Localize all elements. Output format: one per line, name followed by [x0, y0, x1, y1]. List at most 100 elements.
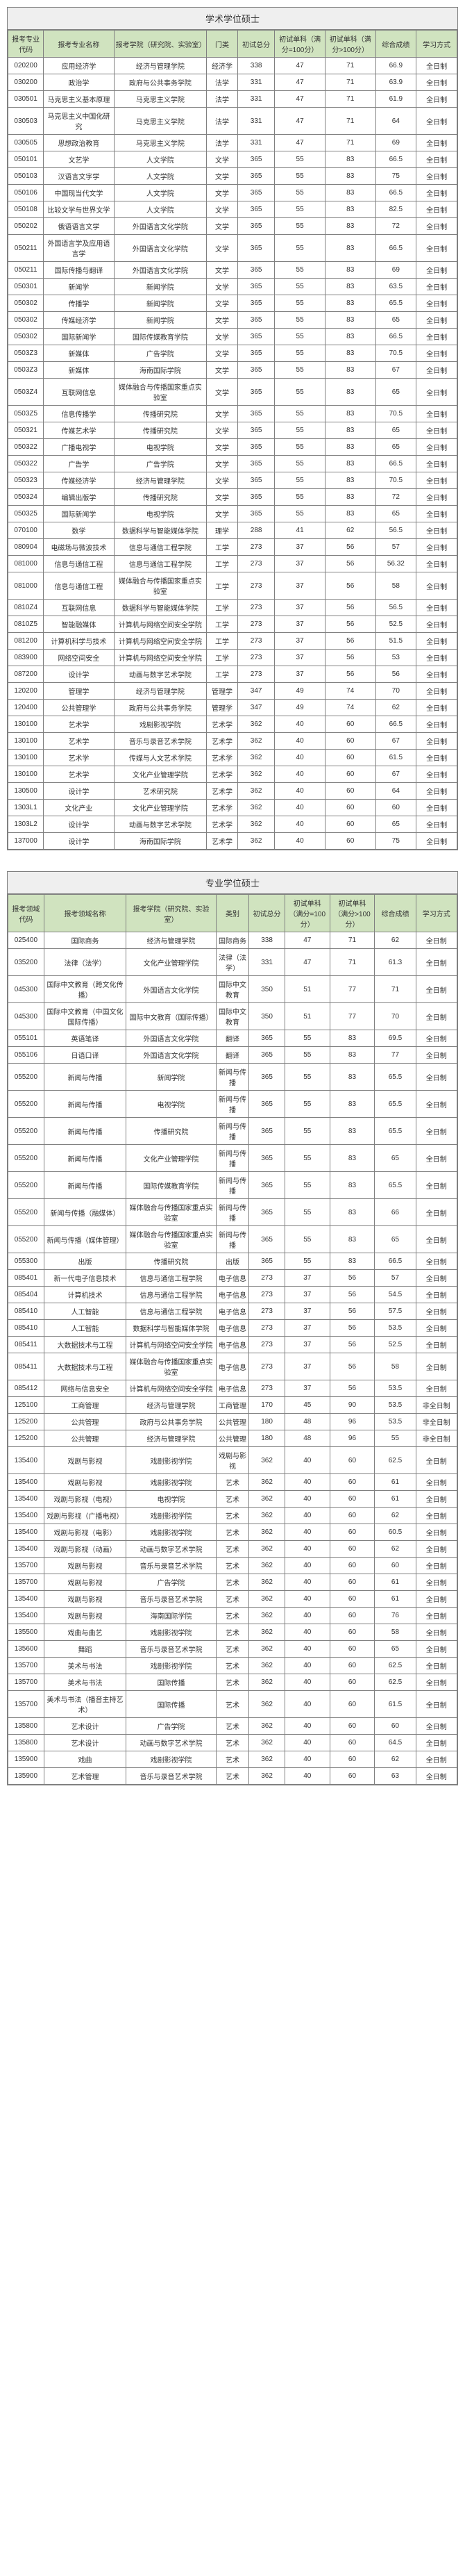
table-cell: 数据科学与智能媒体学院: [126, 1320, 216, 1337]
table-cell: 55: [275, 379, 326, 406]
table-cell: 62.5: [375, 1674, 416, 1691]
table-cell: 83: [325, 168, 375, 185]
table-cell: 全日制: [416, 1574, 457, 1591]
table-row: 085410人工智能数据科学与智能媒体学院电子信息273375653.5全日制: [8, 1320, 457, 1337]
table-cell: 56: [330, 1270, 375, 1287]
table-cell: 365: [237, 185, 274, 201]
table-row: 135500戏曲与曲艺戏剧影视学院艺术362406058全日制: [8, 1624, 457, 1641]
table-cell: 艺术学: [207, 766, 238, 783]
table-cell: 60: [330, 1751, 375, 1768]
table-row: 030505思想政治教育马克思主义学院法学331477169全日制: [8, 135, 457, 151]
table-cell: 电子信息: [216, 1320, 248, 1337]
table-cell: 文学: [207, 279, 238, 295]
table-cell: 全日制: [416, 949, 457, 976]
table-cell: 273: [237, 616, 274, 633]
table-cell: 传媒艺术学: [44, 422, 114, 439]
table-cell: 55: [285, 1047, 330, 1064]
table-cell: 计算机与网络空间安全学院: [126, 1337, 216, 1353]
table-cell: 273: [249, 1353, 285, 1380]
table-cell: 戏剧与影视: [44, 1447, 126, 1474]
table-cell: 135700: [8, 1674, 44, 1691]
table-row: 0503Z5信息传播学传播研究院文学365558370.5全日制: [8, 406, 457, 422]
table-cell: 347: [237, 683, 274, 700]
table-cell: 40: [285, 1491, 330, 1508]
table-cell: 050108: [8, 201, 44, 218]
table-cell: 081200: [8, 633, 44, 650]
table-cell: 055200: [8, 1226, 44, 1253]
table-cell: 273: [249, 1320, 285, 1337]
table-cell: 273: [249, 1337, 285, 1353]
table-cell: 83: [325, 362, 375, 379]
table-cell: 戏剧与影视（广播电视）: [44, 1508, 126, 1524]
table-cell: 国际中文教育（国际传播）: [126, 1003, 216, 1030]
table-cell: 130100: [8, 716, 44, 733]
table-cell: 56: [330, 1287, 375, 1303]
table-cell: 085412: [8, 1380, 44, 1397]
table-cell: 数学: [44, 522, 114, 539]
table-cell: 331: [237, 135, 274, 151]
table-cell: 63.5: [375, 279, 416, 295]
table-row: 050321传媒艺术学传播研究院文学365558365全日制: [8, 422, 457, 439]
table-cell: 47: [275, 135, 326, 151]
table-cell: 55: [275, 235, 326, 262]
table-cell: 087200: [8, 666, 44, 683]
table-cell: 56: [330, 1380, 375, 1397]
table-row: 055200新闻与传播电视学院新闻与传播365558365.5全日制: [8, 1091, 457, 1118]
table-cell: 艺术: [216, 1735, 248, 1751]
academic-table: 报考专业代码报考专业名称报考学院（研究院、实验室）门类初试总分初试单科（满分=1…: [8, 30, 457, 850]
table-cell: 362: [249, 1768, 285, 1785]
table-cell: 49: [275, 700, 326, 716]
table-cell: 全日制: [416, 1718, 457, 1735]
table-cell: 全日制: [416, 295, 457, 312]
table-cell: 全日制: [416, 716, 457, 733]
table-cell: 数据科学与智能媒体学院: [114, 522, 206, 539]
table-cell: 055300: [8, 1253, 44, 1270]
table-row: 0503Z3新媒体广告学院文学365558370.5全日制: [8, 345, 457, 362]
table-cell: 365: [249, 1047, 285, 1064]
table1-header-cell: 报考专业代码: [8, 31, 44, 58]
academic-header-row: 报考专业代码报考专业名称报考学院（研究院、实验室）门类初试总分初试单科（满分=1…: [8, 31, 457, 58]
table-row: 135700美术与书法（播音主持艺术）国际传播艺术362406061.5全日制: [8, 1691, 457, 1718]
table-cell: 文学: [207, 201, 238, 218]
table-cell: 人文学院: [114, 151, 206, 168]
table-cell: 055101: [8, 1030, 44, 1047]
table-cell: 全日制: [416, 345, 457, 362]
table-cell: 081000: [8, 556, 44, 572]
table-cell: 全日制: [416, 279, 457, 295]
table-cell: 全日制: [416, 1320, 457, 1337]
table-cell: 57: [375, 539, 416, 556]
table-cell: 全日制: [416, 1253, 457, 1270]
table-cell: 0503Z3: [8, 362, 44, 379]
table-cell: 全日制: [416, 1591, 457, 1608]
table-cell: 戏曲与曲艺: [44, 1624, 126, 1641]
table-cell: 外国语言文化学院: [126, 1047, 216, 1064]
table-cell: 全日制: [416, 932, 457, 949]
table-cell: 新闻与传播: [216, 1172, 248, 1199]
table-cell: 音乐与录音艺术学院: [126, 1768, 216, 1785]
table-row: 135800艺术设计动画与数字艺术学院艺术362406064.5全日制: [8, 1735, 457, 1751]
table-cell: 76: [375, 1608, 416, 1624]
table-cell: 文学: [207, 379, 238, 406]
table-cell: 互联网信息: [44, 379, 114, 406]
table-cell: 音乐与录音艺术学院: [114, 733, 206, 750]
table-cell: 55: [285, 1091, 330, 1118]
table-cell: 全日制: [416, 406, 457, 422]
table-cell: 035200: [8, 949, 44, 976]
table-cell: 智能融媒体: [44, 616, 114, 633]
table-cell: 编辑出版学: [44, 489, 114, 506]
table-cell: 电视学院: [126, 1091, 216, 1118]
table-cell: 全日制: [416, 201, 457, 218]
table-cell: 传播研究院: [114, 406, 206, 422]
table-row: 030503马克思主义中国化研究马克思主义学院法学331477164全日制: [8, 108, 457, 135]
table2-header-cell: 报考学院（研究院、实验室）: [126, 895, 216, 932]
table-cell: 135700: [8, 1558, 44, 1574]
table-cell: 273: [237, 572, 274, 600]
table-cell: 085401: [8, 1270, 44, 1287]
table-cell: 62: [375, 1508, 416, 1524]
table-cell: 57: [375, 1270, 416, 1287]
table-cell: 新闻与传播: [216, 1199, 248, 1226]
table-cell: 362: [237, 750, 274, 766]
table-cell: 新闻与传播: [216, 1145, 248, 1172]
table-cell: 全日制: [416, 1558, 457, 1574]
table-cell: 全日制: [416, 1226, 457, 1253]
